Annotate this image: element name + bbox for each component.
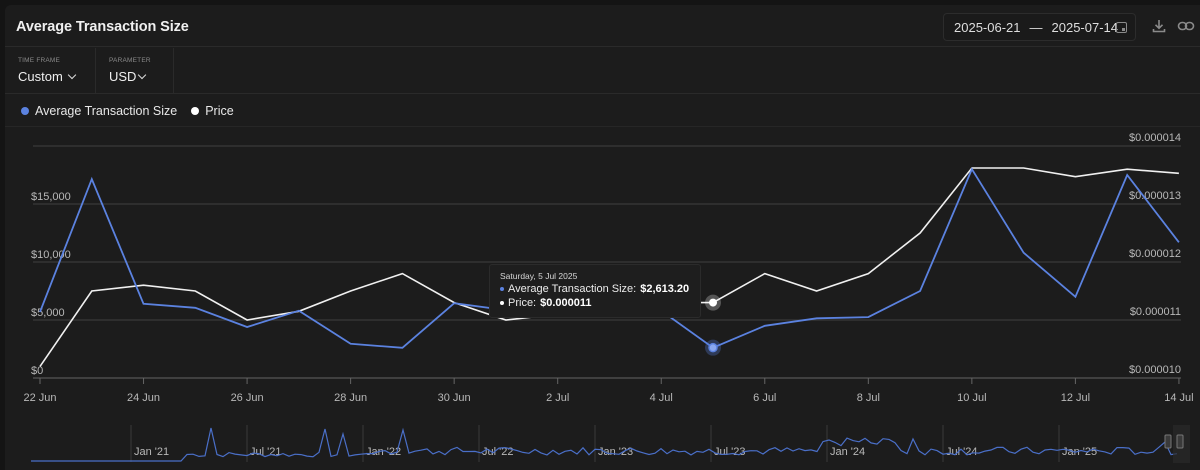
chart-controls: TIME FRAME Custom PARAMETER USD: [5, 48, 1200, 94]
time-frame-label: TIME FRAME: [18, 57, 61, 64]
x-axis: 22 Jun 24 Jun 26 Jun 28 Jun 30 Jun 2 Jul 4 Jul…: [23, 378, 1194, 404]
tooltip-price-value: $0.000011: [540, 297, 592, 309]
download-icon[interactable]: [1151, 18, 1169, 36]
navigator-label: Jul '22: [482, 446, 513, 458]
tooltip-price-row: Price: $0.000011: [500, 297, 690, 309]
tooltip-ats-label: Average Transaction Size:: [508, 283, 637, 295]
date-separator: —: [1029, 19, 1043, 35]
navigator-label: Jul '23: [714, 446, 745, 458]
x-tick-label: 14 Jul: [1164, 392, 1193, 404]
panel-header: Average Transaction Size 2025-06-21 — 20…: [5, 5, 1200, 47]
legend-label: Price: [205, 103, 234, 118]
parameter-control[interactable]: PARAMETER USD: [96, 48, 174, 94]
right-y-axis: $0.000010 $0.000011 $0.000012 $0.000013 $0.0…: [1129, 132, 1181, 376]
x-tick-label: 28 Jun: [334, 392, 367, 404]
x-tick-label: 6 Jul: [753, 392, 776, 404]
calendar-icon[interactable]: [1116, 22, 1127, 33]
y-right-tick-label: $0.000010: [1129, 364, 1181, 376]
price-hover-point: [709, 298, 718, 307]
time-frame-value: Custom: [18, 69, 63, 84]
tooltip-ats-row: Average Transaction Size: $2,613.20: [500, 283, 690, 295]
y-right-tick-label: $0.000014: [1129, 132, 1181, 144]
parameter-label: PARAMETER: [109, 57, 151, 64]
y-right-tick-label: $0.000012: [1129, 248, 1181, 260]
chart-panel: Average Transaction Size 2025-06-21 — 20…: [5, 5, 1200, 470]
x-tick-label: 12 Jul: [1061, 392, 1090, 404]
x-tick-label: 4 Jul: [650, 392, 673, 404]
tooltip-date: Saturday, 5 Jul 2025: [500, 271, 578, 281]
ats-series-line[interactable]: [39, 167, 1180, 349]
navigator-label: Jan '23: [598, 446, 633, 458]
x-tick-label: 30 Jun: [438, 392, 471, 404]
time-frame-select[interactable]: Custom: [18, 69, 77, 84]
x-tick-label: 10 Jul: [957, 392, 986, 404]
chart-tooltip: Saturday, 5 Jul 2025 Average Transaction…: [489, 264, 701, 318]
chart-legend: Average Transaction Size Price: [5, 95, 1200, 127]
x-tick-label: 2 Jul: [546, 392, 569, 404]
navigator-series-line: [31, 427, 1178, 462]
y-left-tick-label: $10,000: [31, 249, 71, 261]
navigator-label: Jul '24: [946, 446, 977, 458]
parameter-value: USD: [109, 69, 137, 84]
navigator-label: Jan '25: [1062, 446, 1097, 458]
date-from[interactable]: 2025-06-21: [954, 19, 1021, 35]
y-right-tick-label: $0.000011: [1130, 306, 1181, 318]
navigator-label: Jan '22: [366, 446, 401, 458]
y-left-tick-label: $5,000: [31, 307, 65, 319]
legend-label: Average Transaction Size: [35, 103, 178, 118]
y-left-tick-label: $0: [31, 365, 43, 377]
price-dot-icon: [500, 301, 504, 305]
range-navigator[interactable]: Jan '21 Jul '21 Jan '22 Jul '22 Jan '23 Jul '…: [30, 424, 1190, 464]
chart-title: Average Transaction Size: [16, 19, 189, 35]
navigator-left-handle[interactable]: [1164, 434, 1172, 449]
grid-lines: [33, 145, 1181, 379]
tooltip-ats-value: $2,613.20: [640, 283, 690, 295]
link-icon[interactable]: [1177, 18, 1195, 36]
x-tick-label: 26 Jun: [231, 392, 264, 404]
parameter-select[interactable]: USD: [109, 69, 147, 84]
date-range-picker[interactable]: 2025-06-21 — 2025-07-14: [943, 13, 1136, 41]
navigator-right-handle[interactable]: [1176, 434, 1184, 449]
date-to[interactable]: 2025-07-14: [1051, 19, 1119, 35]
y-right-tick-label: $0.000013: [1129, 190, 1181, 202]
x-tick-label: 24 Jun: [127, 392, 160, 404]
x-tick-label: 22 Jun: [23, 392, 56, 404]
time-frame-control[interactable]: TIME FRAME Custom: [5, 48, 96, 94]
navigator-label: Jan '24: [830, 446, 865, 458]
hover-markers: [705, 294, 722, 356]
price-legend-dot-icon: [191, 106, 200, 115]
ats-legend-dot-icon: [21, 106, 29, 115]
x-tick-label: 8 Jul: [857, 392, 880, 404]
tooltip-price-label: Price:: [508, 297, 537, 309]
legend-item-price[interactable]: Price: [191, 103, 234, 118]
ats-dot-icon: [500, 287, 504, 291]
y-left-tick-label: $15,000: [31, 191, 71, 203]
legend-item-ats[interactable]: Average Transaction Size: [21, 104, 177, 118]
ats-hover-point: [708, 342, 718, 353]
navigator-label: Jan '21: [134, 446, 169, 458]
